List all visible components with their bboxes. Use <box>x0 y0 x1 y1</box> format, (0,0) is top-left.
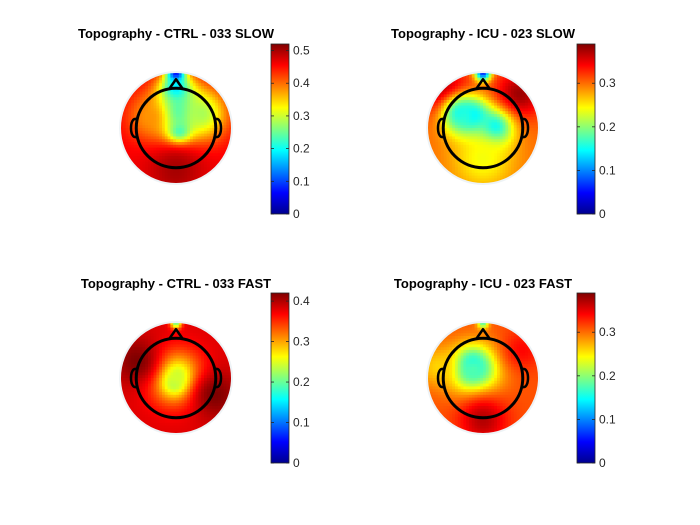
nose-marker <box>474 327 492 340</box>
colorbar-tick-label: 0 <box>599 207 606 221</box>
colorbar: 0 0.1 0.2 0.3 0.4 <box>270 292 310 470</box>
left-ear-marker <box>436 367 444 389</box>
map-rim <box>426 71 540 185</box>
colorbar-tick-label: 0.1 <box>599 412 616 426</box>
colorbar-gradient <box>270 43 290 215</box>
topography-cells <box>427 322 539 434</box>
map-rim <box>426 321 540 435</box>
topography-panel-icu-slow: Topography - ICU - 023 SLOW 0 0.1 0.2 0.3 <box>391 26 616 221</box>
colorbar-tick-label: 0.3 <box>293 335 310 349</box>
left-ear-marker <box>129 117 137 139</box>
scalp-map <box>119 321 233 435</box>
colorbar-tick-label: 0.1 <box>293 174 310 188</box>
left-ear-marker <box>129 367 137 389</box>
colorbar-tick-label: 0.2 <box>293 375 310 389</box>
scalp-map <box>426 321 540 435</box>
head-outline <box>441 86 525 170</box>
colorbar-tick-label: 0 <box>293 207 300 221</box>
colorbar-tick-label: 0.2 <box>599 120 616 134</box>
colorbar-tick-label: 0.5 <box>293 44 310 58</box>
head-outline <box>134 336 218 420</box>
nose-marker <box>474 77 492 90</box>
head-outline <box>134 86 218 170</box>
colorbar: 0 0.1 0.2 0.3 0.4 0.5 <box>270 43 310 221</box>
right-ear-marker <box>522 117 530 139</box>
scalp-map <box>119 71 233 185</box>
panel-title: Topography - CTRL - 033 SLOW <box>78 26 275 41</box>
colorbar-gradient <box>270 292 290 464</box>
panel-title: Topography - ICU - 023 FAST <box>394 276 572 291</box>
panel-title: Topography - CTRL - 033 FAST <box>81 276 271 291</box>
right-ear-marker <box>522 367 530 389</box>
scalp-map <box>426 71 540 185</box>
colorbar-tick-label: 0.4 <box>293 76 310 90</box>
colorbar-tick-label: 0.2 <box>599 369 616 383</box>
topography-cells <box>427 72 539 184</box>
map-rim <box>119 321 233 435</box>
colorbar-tick-label: 0.3 <box>599 325 616 339</box>
left-ear-marker <box>436 117 444 139</box>
topography-panel-ctrl-fast: Topography - CTRL - 033 FAST 00.10.20.30… <box>81 276 310 470</box>
colorbar-tick-label: 0 <box>293 456 300 470</box>
head-outline <box>441 336 525 420</box>
topography-panel-ctrl-slow: Topography - CTRL - 033 SLOW 00.10.20.30… <box>78 26 310 221</box>
colorbar-tick-label: 0.2 <box>293 142 310 156</box>
right-ear-marker <box>215 117 223 139</box>
colorbar-tick-label: 0 <box>599 456 606 470</box>
nose-marker <box>167 327 185 340</box>
colorbar-tick-label: 0.4 <box>293 294 310 308</box>
colorbar-tick-label: 0.1 <box>599 163 616 177</box>
panel-title: Topography - ICU - 023 SLOW <box>391 26 576 41</box>
colorbar-tick-label: 0.1 <box>293 416 310 430</box>
colorbar-gradient <box>576 292 596 464</box>
colorbar: 0 0.1 0.2 0.3 <box>576 292 616 470</box>
colorbar-gradient <box>576 43 596 215</box>
nose-marker <box>167 77 185 90</box>
colorbar-tick-label: 0.3 <box>599 76 616 90</box>
topography-panel-icu-fast: Topography - ICU - 023 FAST 0 0.1 0.2 0.3 <box>394 276 616 470</box>
colorbar-tick-label: 0.3 <box>293 109 310 123</box>
colorbar: 0 0.1 0.2 0.3 <box>576 43 616 221</box>
right-ear-marker <box>215 367 223 389</box>
map-rim <box>119 71 233 185</box>
